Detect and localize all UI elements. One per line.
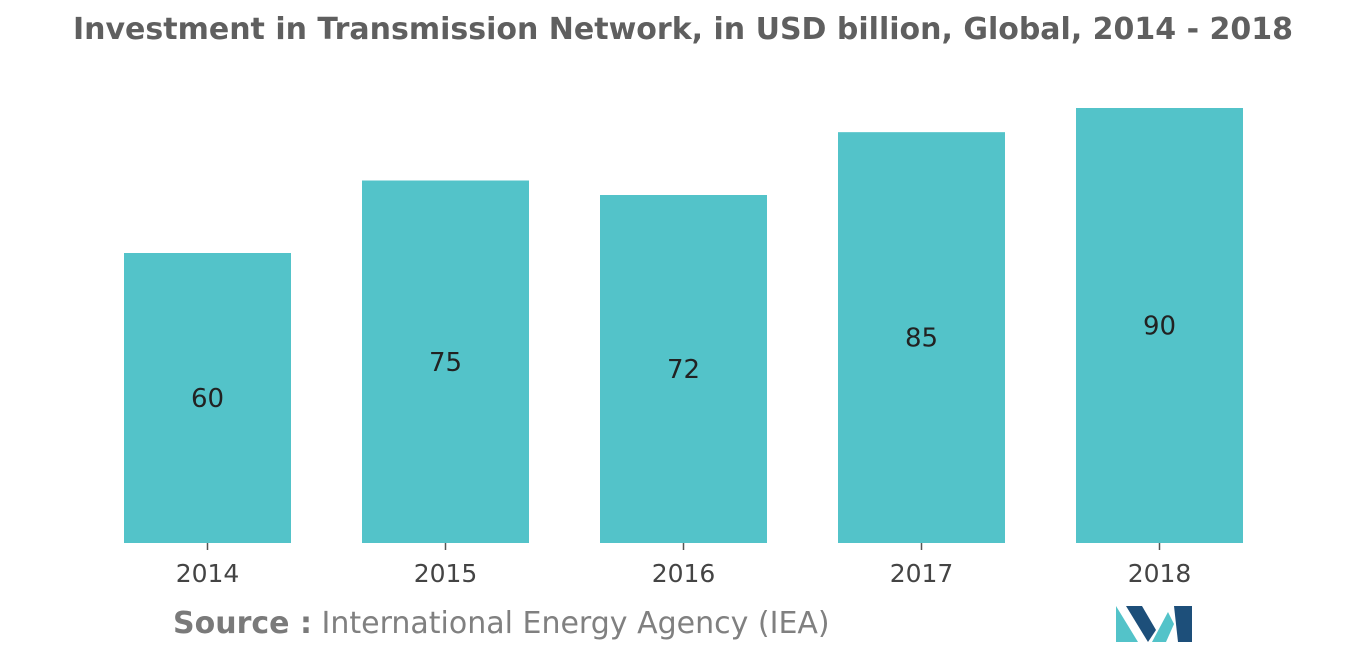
bar-2018 bbox=[1076, 108, 1243, 543]
logo-shape-right bbox=[1174, 606, 1192, 642]
x-tick-label-2015: 2015 bbox=[414, 559, 478, 588]
bar-2014 bbox=[124, 253, 291, 543]
logo-shape-mid-right bbox=[1152, 612, 1174, 642]
value-label-2014: 60 bbox=[191, 384, 224, 414]
value-label-2016: 72 bbox=[667, 355, 700, 385]
bar-2016 bbox=[600, 195, 767, 543]
x-tick-label-2018: 2018 bbox=[1128, 559, 1192, 588]
x-tick-label-2017: 2017 bbox=[890, 559, 954, 588]
mordor-intelligence-logo-icon bbox=[1116, 606, 1192, 642]
source-note: Source : International Energy Agency (IE… bbox=[173, 606, 830, 641]
chart-title: Investment in Transmission Network, in U… bbox=[72, 12, 1294, 47]
bar-2015 bbox=[362, 180, 529, 543]
source-text: International Energy Agency (IEA) bbox=[321, 606, 830, 641]
x-ticks-group bbox=[206, 543, 1161, 550]
bar-2017 bbox=[838, 132, 1005, 543]
x-tick-label-2014: 2014 bbox=[176, 559, 240, 588]
logo-shape-mid-left bbox=[1126, 606, 1156, 642]
x-tick-label-2016: 2016 bbox=[652, 559, 716, 588]
value-label-2017: 85 bbox=[905, 324, 938, 354]
bars-group bbox=[124, 108, 1243, 543]
value-label-2018: 90 bbox=[1143, 312, 1176, 342]
value-label-2015: 75 bbox=[429, 348, 462, 378]
logo-shape-left bbox=[1116, 606, 1138, 642]
value-labels-group: 60 75 72 85 90 bbox=[191, 312, 1176, 415]
x-tick-labels-group: 2014 2015 2016 2017 2018 bbox=[176, 559, 1192, 588]
source-label: Source : bbox=[173, 606, 312, 641]
